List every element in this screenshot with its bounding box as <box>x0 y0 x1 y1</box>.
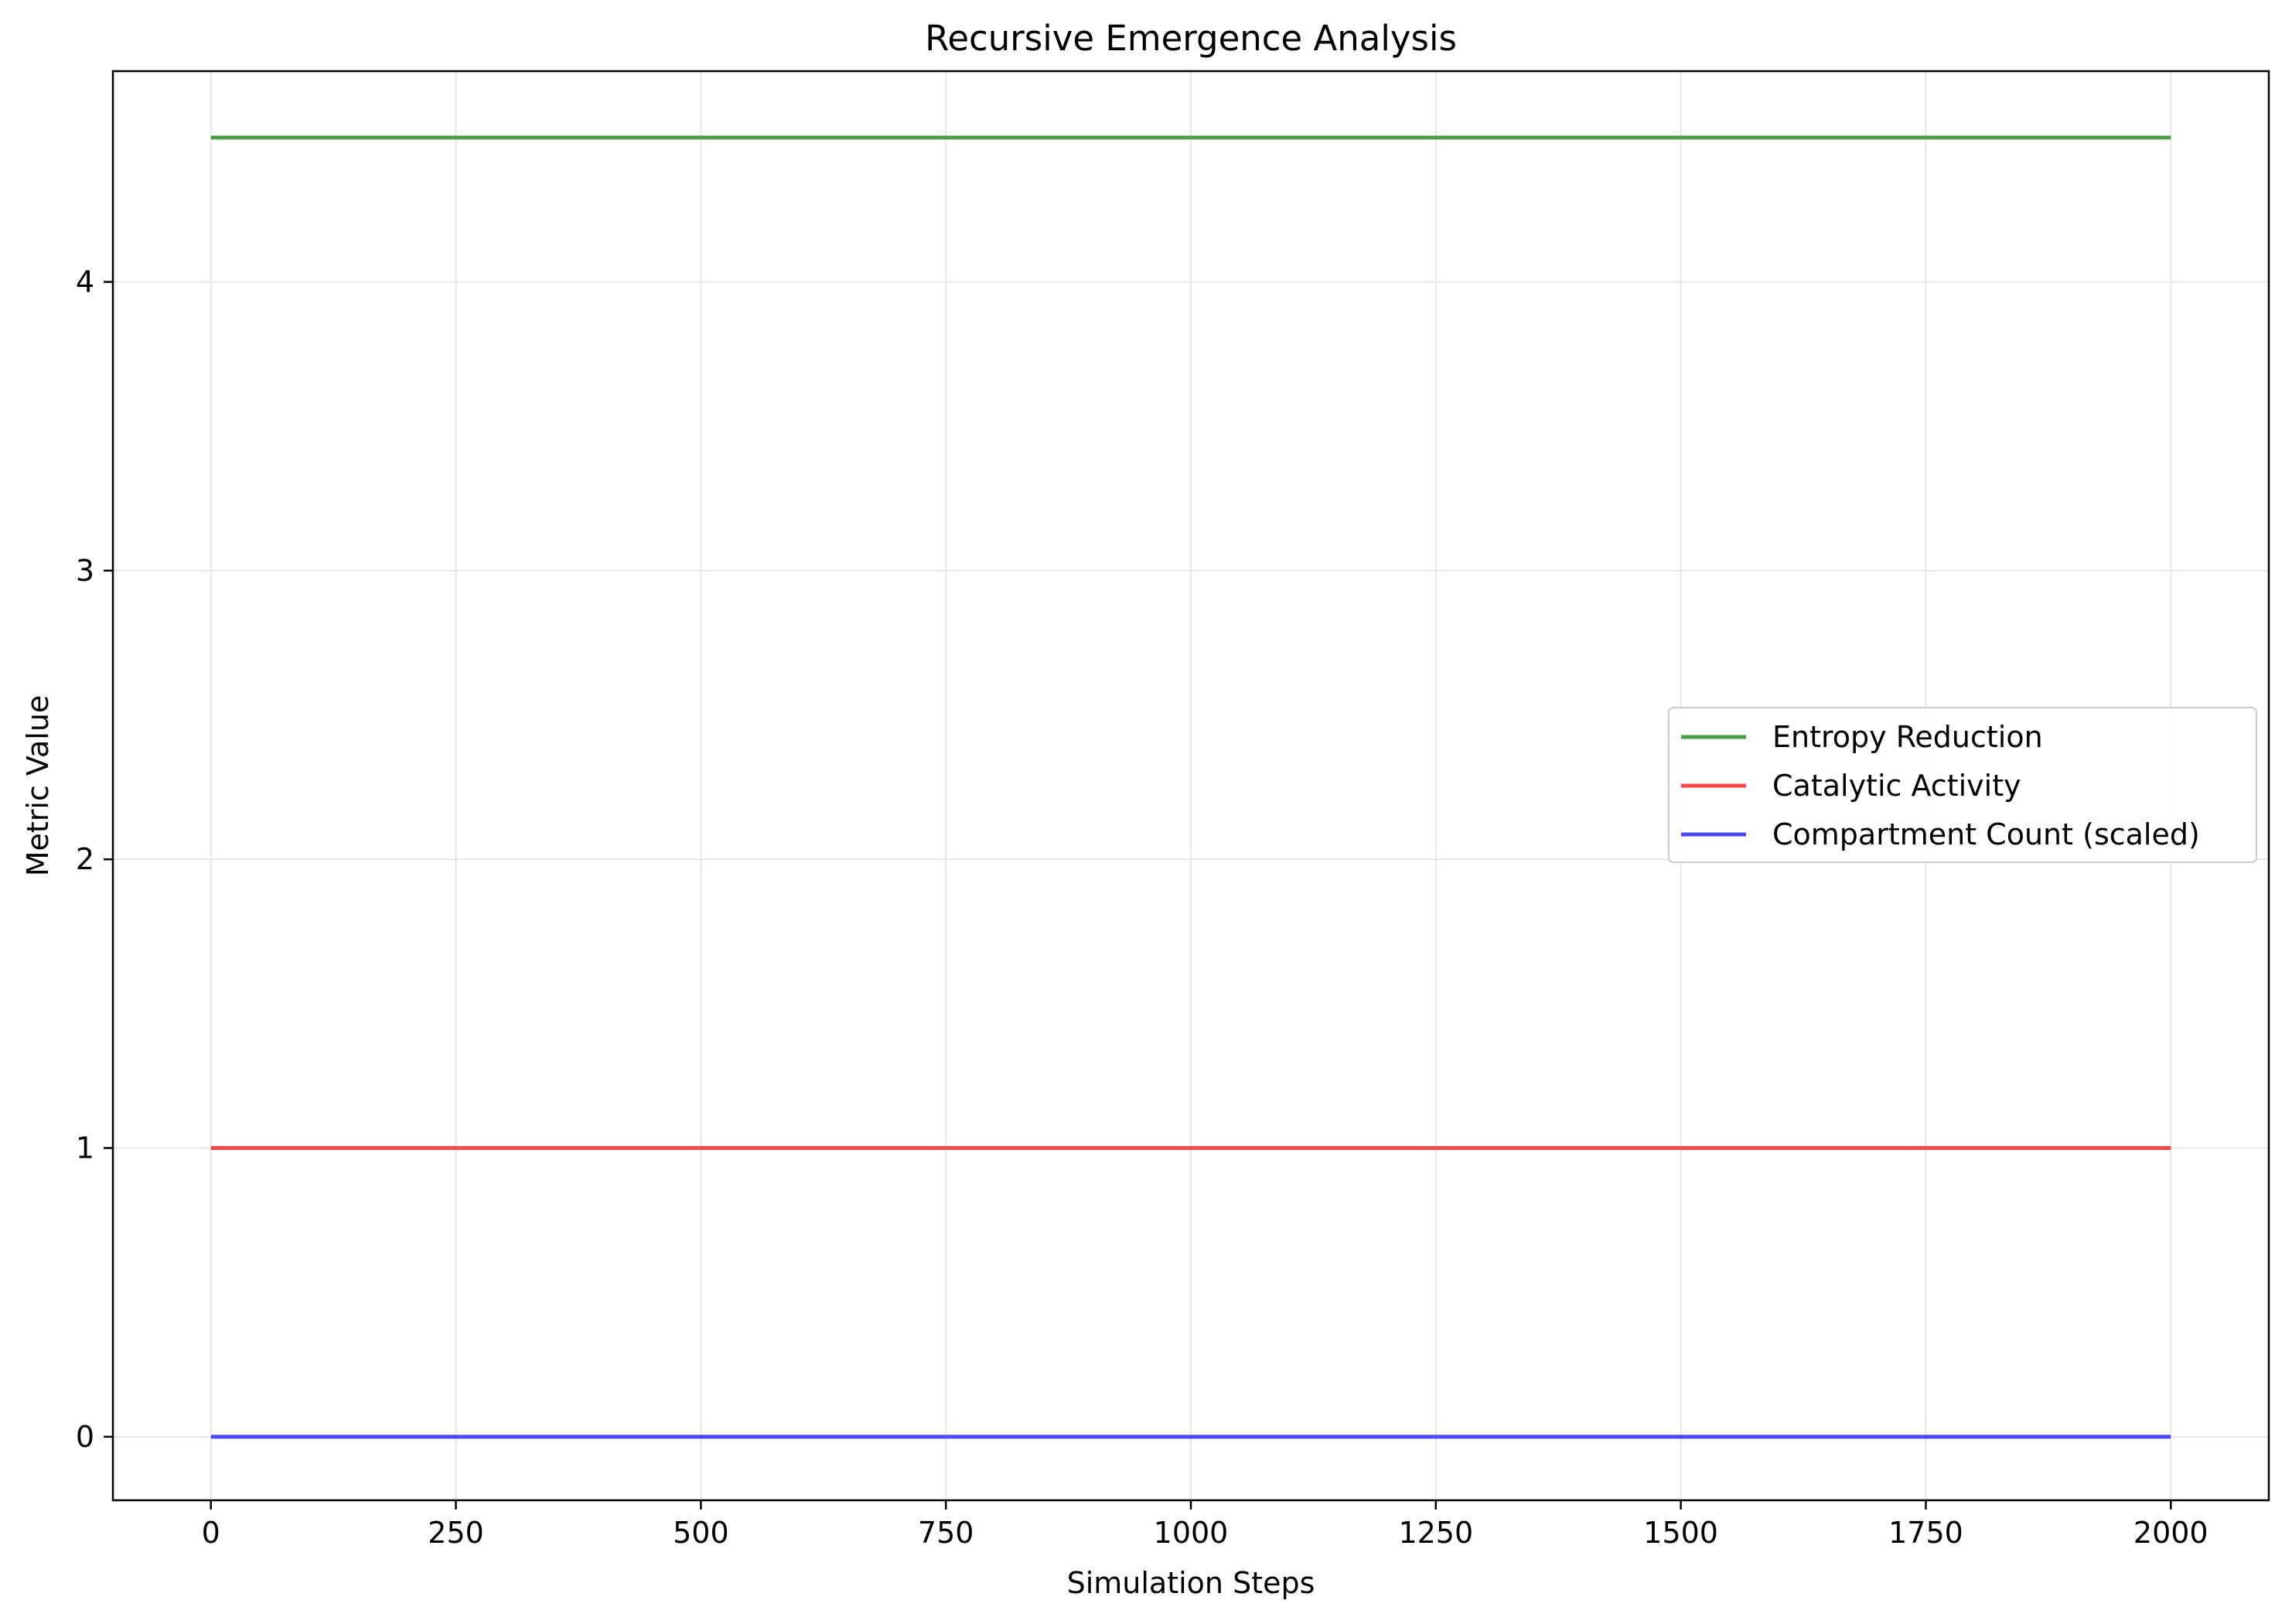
x-axis-label: Simulation Steps <box>1067 1566 1315 1600</box>
y-axis-label: Metric Value <box>21 695 55 877</box>
series-lines <box>210 135 2171 1439</box>
legend: Entropy Reduction Catalytic Activity Compa… <box>1668 707 2257 863</box>
legend-label: Compartment Count (scaled) <box>1772 817 2200 851</box>
y-axis-ticks: 0 1 2 3 4 <box>76 265 113 1454</box>
y-tick-label: 4 <box>76 265 94 299</box>
y-tick-label: 3 <box>76 554 94 588</box>
y-tick-label: 0 <box>76 1420 94 1454</box>
x-tick-label: 0 <box>202 1516 220 1550</box>
legend-label: Entropy Reduction <box>1772 720 2043 754</box>
x-axis-ticks: 0 250 500 750 1000 1250 1500 1750 2000 <box>202 1500 2208 1550</box>
x-tick-label: 250 <box>428 1516 484 1550</box>
chart-title: Recursive Emergence Analysis <box>925 18 1457 59</box>
x-tick-label: 2000 <box>2133 1516 2208 1550</box>
x-tick-label: 1750 <box>1888 1516 1963 1550</box>
legend-box <box>1668 707 2257 863</box>
x-tick-label: 750 <box>918 1516 974 1550</box>
y-tick-label: 1 <box>76 1131 94 1165</box>
x-tick-label: 500 <box>673 1516 729 1550</box>
x-tick-label: 1250 <box>1398 1516 1473 1550</box>
x-tick-label: 1500 <box>1643 1516 1718 1550</box>
legend-label: Catalytic Activity <box>1772 769 2021 803</box>
x-tick-label: 1000 <box>1154 1516 1229 1550</box>
y-tick-label: 2 <box>76 842 94 876</box>
